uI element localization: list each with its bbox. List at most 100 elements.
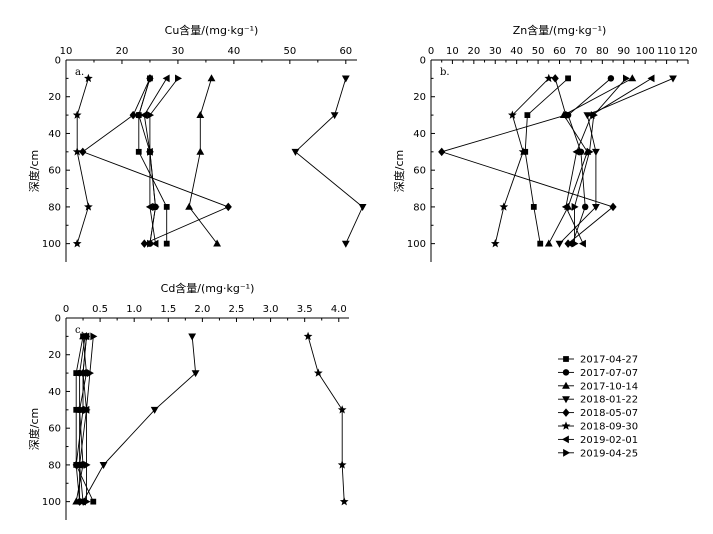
data-point bbox=[196, 147, 205, 155]
series-line bbox=[138, 78, 168, 244]
y-tick-label: 40 bbox=[48, 387, 61, 398]
x-tick-label: 30 bbox=[172, 46, 185, 57]
y-tick-label: 100 bbox=[42, 497, 61, 508]
data-point bbox=[591, 148, 600, 156]
x-tick-label: 3.0 bbox=[263, 304, 279, 315]
data-point bbox=[99, 462, 108, 469]
x-tick-label: 80 bbox=[596, 46, 609, 57]
x-tick-label: 40 bbox=[228, 46, 241, 57]
series-line bbox=[188, 78, 218, 244]
series-2017-07-07 bbox=[135, 75, 159, 247]
data-point bbox=[524, 112, 531, 118]
x-tick-label: 2.0 bbox=[194, 304, 210, 315]
data-point bbox=[135, 111, 142, 119]
data-point bbox=[591, 204, 600, 211]
data-point bbox=[490, 239, 500, 248]
legend-label: 2018-09-30 bbox=[580, 422, 638, 433]
legend-marker bbox=[561, 435, 569, 444]
x-tick-label: 100 bbox=[636, 46, 655, 57]
data-point bbox=[565, 75, 571, 82]
data-point bbox=[623, 74, 630, 83]
data-point bbox=[147, 239, 155, 248]
data-point bbox=[572, 147, 580, 156]
data-point bbox=[140, 111, 148, 120]
series-line bbox=[294, 78, 364, 244]
data-point bbox=[129, 110, 137, 120]
legend-item: 2018-01-22 bbox=[558, 395, 638, 406]
panel-a: 10 20 30 40 50 60 0 20 40 60 80 100 Cu含量/(mg·kg⁻¹) 深度… bbox=[27, 23, 367, 262]
data-point bbox=[583, 112, 592, 120]
y-tick-label: 0 bbox=[55, 56, 61, 67]
data-point bbox=[291, 148, 300, 156]
y-tick-label: 80 bbox=[413, 202, 426, 213]
data-point bbox=[162, 74, 170, 83]
data-point bbox=[83, 405, 91, 414]
legend-item: 2017-04-27 bbox=[558, 355, 638, 366]
legend-marker bbox=[563, 356, 569, 362]
data-point bbox=[341, 240, 350, 248]
legend-label: 2017-07-07 bbox=[580, 368, 638, 379]
data-point bbox=[90, 332, 98, 341]
data-point bbox=[78, 369, 86, 378]
x-tick-label: 1.0 bbox=[126, 304, 142, 315]
data-point bbox=[191, 370, 200, 378]
series-2018-09-30 bbox=[303, 331, 349, 506]
data-point bbox=[79, 147, 87, 157]
series-2018-09-30 bbox=[72, 73, 93, 248]
series-2018-05-07 bbox=[79, 74, 232, 248]
data-point bbox=[84, 202, 93, 211]
legend-item: 2017-10-14 bbox=[558, 381, 638, 392]
y-tick-label: 40 bbox=[48, 129, 61, 140]
data-point bbox=[83, 460, 91, 469]
data-point bbox=[647, 74, 655, 83]
y-tick-label: 40 bbox=[413, 129, 426, 140]
data-point bbox=[73, 370, 80, 376]
data-point bbox=[147, 147, 155, 156]
data-point bbox=[84, 73, 93, 83]
series-line bbox=[143, 78, 168, 244]
y-tick-label: 60 bbox=[48, 424, 61, 435]
x-tick-label: 2.5 bbox=[229, 304, 245, 315]
x-tick-label: 1.5 bbox=[160, 304, 176, 315]
data-point bbox=[581, 203, 589, 211]
x-tick-label: 20 bbox=[467, 46, 480, 57]
series-2018-05-07 bbox=[438, 74, 617, 248]
data-point bbox=[82, 332, 90, 341]
series-line bbox=[138, 78, 156, 244]
data-point bbox=[551, 74, 559, 83]
data-point bbox=[140, 239, 148, 248]
series-line bbox=[76, 78, 89, 244]
data-point bbox=[341, 75, 350, 83]
x-tick-label: 110 bbox=[657, 46, 676, 57]
series-line bbox=[548, 78, 633, 244]
panel-tag: b. bbox=[440, 67, 450, 78]
legend-item: 2018-05-07 bbox=[558, 408, 638, 419]
data-point bbox=[564, 239, 572, 248]
y-tick-label: 20 bbox=[48, 350, 61, 361]
x-tick-label: 50 bbox=[283, 46, 296, 57]
data-point bbox=[207, 74, 216, 82]
y-axis-title: 深度/cm bbox=[27, 150, 41, 192]
data-point bbox=[562, 110, 570, 120]
data-point bbox=[555, 240, 564, 248]
data-point bbox=[544, 239, 553, 247]
data-point bbox=[83, 497, 91, 506]
data-point bbox=[358, 204, 367, 211]
y-tick-label: 60 bbox=[48, 166, 61, 177]
series-2018-01-22 bbox=[291, 75, 367, 248]
data-point bbox=[224, 202, 232, 212]
data-point bbox=[571, 202, 579, 211]
series-2019-04-25 bbox=[147, 74, 183, 248]
legend-marker bbox=[561, 421, 571, 430]
series-line bbox=[307, 336, 345, 502]
series-2019-02-01 bbox=[140, 74, 170, 248]
legend-marker bbox=[563, 448, 571, 457]
data-point bbox=[72, 147, 82, 156]
series-2019-04-25 bbox=[83, 332, 98, 506]
series-2017-04-27 bbox=[522, 75, 571, 247]
series-2019-04-25 bbox=[571, 74, 630, 248]
y-tick-label: 0 bbox=[420, 56, 426, 67]
data-point bbox=[530, 204, 537, 210]
y-tick-label: 100 bbox=[42, 239, 61, 250]
